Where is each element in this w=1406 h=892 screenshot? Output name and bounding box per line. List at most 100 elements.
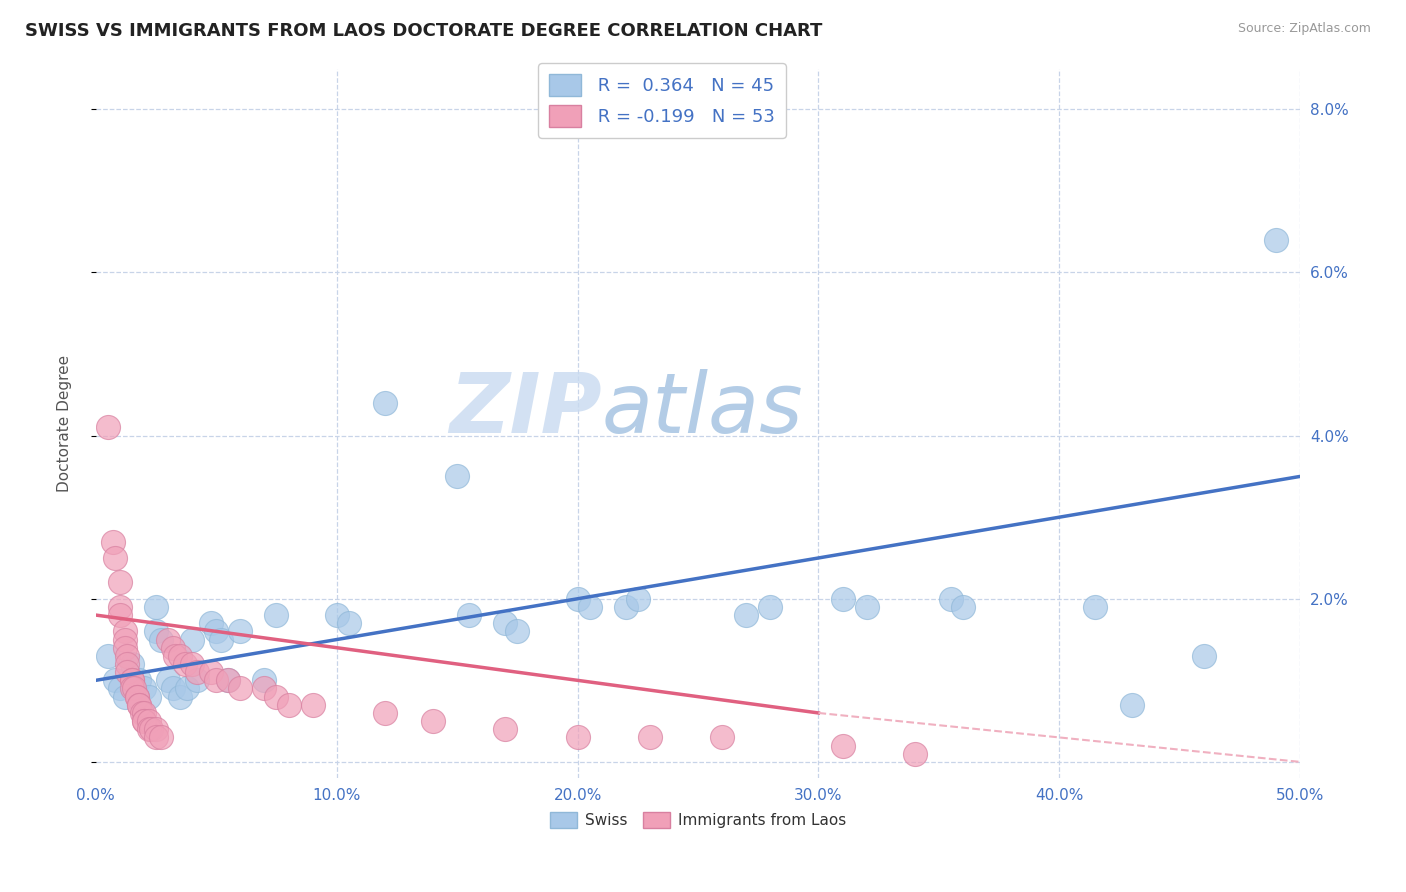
Point <box>301 698 323 712</box>
Point <box>277 698 299 712</box>
Point <box>162 640 184 655</box>
Point <box>174 657 197 671</box>
Point <box>939 591 962 606</box>
Point <box>229 624 252 639</box>
Point <box>831 591 853 606</box>
Point <box>125 690 148 704</box>
Point <box>176 681 198 696</box>
Text: Source: ZipAtlas.com: Source: ZipAtlas.com <box>1237 22 1371 36</box>
Point <box>108 599 131 614</box>
Point <box>108 681 131 696</box>
Point <box>217 673 239 688</box>
Point <box>125 690 148 704</box>
Point <box>266 690 288 704</box>
Point <box>104 551 127 566</box>
Point <box>422 714 444 728</box>
Point <box>138 690 160 704</box>
Point <box>855 599 877 614</box>
Point <box>169 648 191 663</box>
Point <box>205 624 228 639</box>
Point <box>831 739 853 753</box>
Point <box>494 616 516 631</box>
Point <box>114 640 136 655</box>
Point <box>627 591 650 606</box>
Point <box>229 681 252 696</box>
Point <box>114 624 136 639</box>
Point <box>141 723 163 737</box>
Point <box>200 665 222 680</box>
Point <box>145 624 167 639</box>
Point <box>325 608 347 623</box>
Point <box>253 681 276 696</box>
Point <box>209 632 232 647</box>
Point <box>217 673 239 688</box>
Point <box>374 396 396 410</box>
Point <box>104 673 127 688</box>
Point <box>506 624 529 639</box>
Point <box>567 731 589 745</box>
Point <box>124 681 146 696</box>
Point <box>121 657 143 671</box>
Point <box>494 723 516 737</box>
Point <box>149 731 172 745</box>
Point <box>266 608 288 623</box>
Point <box>638 731 661 745</box>
Point <box>181 632 204 647</box>
Point <box>181 657 204 671</box>
Point <box>337 616 360 631</box>
Point <box>952 599 974 614</box>
Point <box>735 608 758 623</box>
Point <box>108 575 131 590</box>
Point <box>759 599 782 614</box>
Point <box>145 731 167 745</box>
Point <box>115 648 138 663</box>
Point <box>1265 233 1288 247</box>
Point <box>200 616 222 631</box>
Point <box>131 706 153 720</box>
Point <box>157 632 180 647</box>
Point <box>121 673 143 688</box>
Point <box>374 706 396 720</box>
Text: ZIP: ZIP <box>449 368 602 450</box>
Point <box>145 599 167 614</box>
Legend: Swiss, Immigrants from Laos: Swiss, Immigrants from Laos <box>544 805 852 834</box>
Point <box>97 648 120 663</box>
Y-axis label: Doctorate Degree: Doctorate Degree <box>58 355 72 491</box>
Point <box>115 665 138 680</box>
Point <box>121 681 143 696</box>
Point <box>132 706 155 720</box>
Point <box>121 673 143 688</box>
Point <box>1084 599 1107 614</box>
Point <box>128 673 150 688</box>
Point <box>132 714 155 728</box>
Point <box>108 608 131 623</box>
Point <box>458 608 481 623</box>
Point <box>162 681 184 696</box>
Point <box>711 731 734 745</box>
Point <box>157 673 180 688</box>
Point <box>132 714 155 728</box>
Point <box>101 534 124 549</box>
Point <box>614 599 637 614</box>
Point <box>114 690 136 704</box>
Point <box>186 665 208 680</box>
Point <box>1121 698 1143 712</box>
Point <box>165 648 187 663</box>
Point <box>904 747 927 761</box>
Text: SWISS VS IMMIGRANTS FROM LAOS DOCTORATE DEGREE CORRELATION CHART: SWISS VS IMMIGRANTS FROM LAOS DOCTORATE … <box>25 22 823 40</box>
Point <box>567 591 589 606</box>
Point <box>169 690 191 704</box>
Point <box>186 673 208 688</box>
Point <box>115 657 138 671</box>
Point <box>128 698 150 712</box>
Point <box>149 632 172 647</box>
Point <box>1192 648 1215 663</box>
Point <box>253 673 276 688</box>
Point <box>97 420 120 434</box>
Point <box>446 469 468 483</box>
Point <box>138 714 160 728</box>
Point <box>205 673 228 688</box>
Point <box>578 599 600 614</box>
Point <box>132 681 155 696</box>
Point <box>138 723 160 737</box>
